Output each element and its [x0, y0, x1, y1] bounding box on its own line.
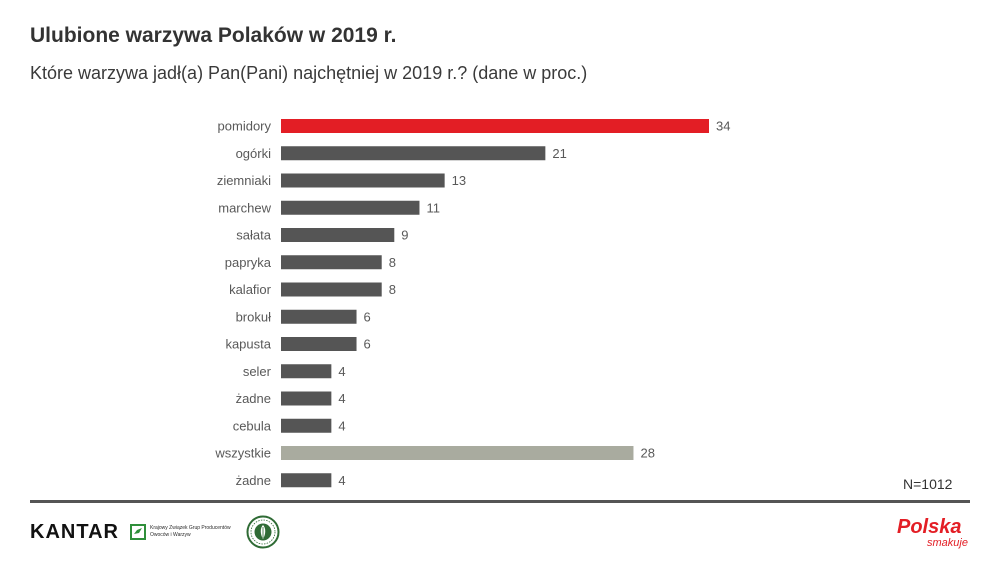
category-label: sałata — [236, 228, 271, 243]
value-label: 28 — [640, 446, 654, 461]
footer-divider — [30, 500, 970, 503]
value-label: 4 — [338, 364, 345, 379]
bar — [281, 173, 445, 188]
value-label: 21 — [552, 146, 566, 161]
value-label: 4 — [338, 391, 345, 406]
category-label: seler — [243, 364, 272, 379]
value-label: 4 — [338, 418, 345, 433]
ministry-seal-icon — [246, 515, 280, 549]
bar — [281, 418, 332, 433]
polska-logo-main: Polska — [897, 516, 961, 538]
polska-smakuje-logo: Polska smakuje — [897, 516, 968, 549]
bar — [281, 146, 546, 161]
bar — [281, 282, 382, 297]
kzgp-text: Krajowy Związek Grup Producentów Owoców … — [150, 525, 231, 538]
value-label: 11 — [426, 200, 440, 215]
value-label: 4 — [338, 473, 345, 488]
chart-subtitle: Które warzywa jadł(a) Pan(Pani) najchętn… — [30, 63, 588, 83]
kantar-logo: KANTAR — [30, 521, 119, 543]
value-label: 6 — [364, 309, 371, 324]
value-label: 34 — [716, 119, 730, 134]
value-label: 13 — [452, 173, 466, 188]
category-label: kalafior — [229, 282, 272, 297]
category-label: ogórki — [236, 146, 272, 161]
bar — [281, 391, 332, 406]
value-label: 8 — [389, 282, 396, 297]
category-label: papryka — [225, 255, 272, 270]
bar-chart: pomidory 34 ogórki 21 ziemniaki 13 marchew 11 sa… — [214, 119, 730, 488]
bar — [281, 255, 382, 270]
bar — [281, 337, 357, 351]
sample-size-label: N=1012 — [903, 476, 953, 492]
value-label: 6 — [364, 337, 371, 352]
category-label: żadne — [236, 473, 271, 488]
value-label: 9 — [401, 228, 408, 243]
category-label: żadne — [236, 391, 271, 406]
kzgp-logo: Krajowy Związek Grup Producentów Owoców … — [130, 520, 250, 544]
bar — [281, 364, 332, 379]
bar — [281, 309, 357, 324]
bar — [281, 228, 395, 242]
category-label: wszystkie — [214, 446, 271, 461]
bar — [281, 119, 709, 133]
bar — [281, 473, 332, 488]
category-label: ziemniaki — [217, 173, 271, 188]
bar — [281, 446, 634, 460]
category-label: marchew — [218, 200, 271, 215]
category-label: brokuł — [236, 309, 272, 324]
bar — [281, 200, 420, 215]
kzgp-logo-icon — [130, 524, 146, 540]
value-label: 8 — [389, 255, 396, 270]
category-label: cebula — [233, 418, 272, 433]
chart-title: Ulubione warzywa Polaków w 2019 r. — [30, 24, 397, 47]
category-label: kapusta — [225, 337, 271, 352]
polska-logo-sub: smakuje — [927, 537, 968, 549]
category-label: pomidory — [218, 119, 272, 134]
